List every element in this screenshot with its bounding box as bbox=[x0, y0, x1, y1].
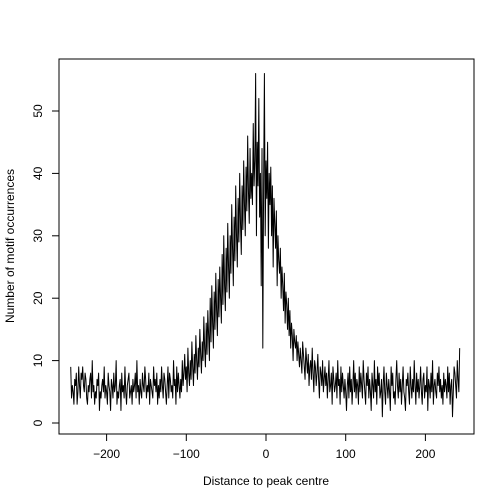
y-axis-title: Number of motif occurrences bbox=[3, 169, 17, 323]
y-tick-label: 40 bbox=[31, 166, 45, 180]
x-tick-label: 100 bbox=[336, 447, 356, 461]
y-tick-label: 50 bbox=[31, 104, 45, 118]
x-axis: −200 −100 0 100 200 bbox=[93, 433, 436, 461]
x-tick-label: −200 bbox=[93, 447, 120, 461]
series-line bbox=[70, 73, 461, 418]
y-tick-label: 30 bbox=[31, 229, 45, 243]
x-tick-label: 200 bbox=[415, 447, 435, 461]
x-tick-label: 0 bbox=[263, 447, 270, 461]
y-tick-label: 10 bbox=[31, 354, 45, 368]
y-tick-label: 0 bbox=[31, 419, 45, 426]
x-axis-title: Distance to peak centre bbox=[203, 474, 329, 488]
x-tick-label: −100 bbox=[173, 447, 200, 461]
y-axis: 0 10 20 30 40 50 bbox=[31, 104, 60, 426]
y-tick-label: 20 bbox=[31, 291, 45, 305]
